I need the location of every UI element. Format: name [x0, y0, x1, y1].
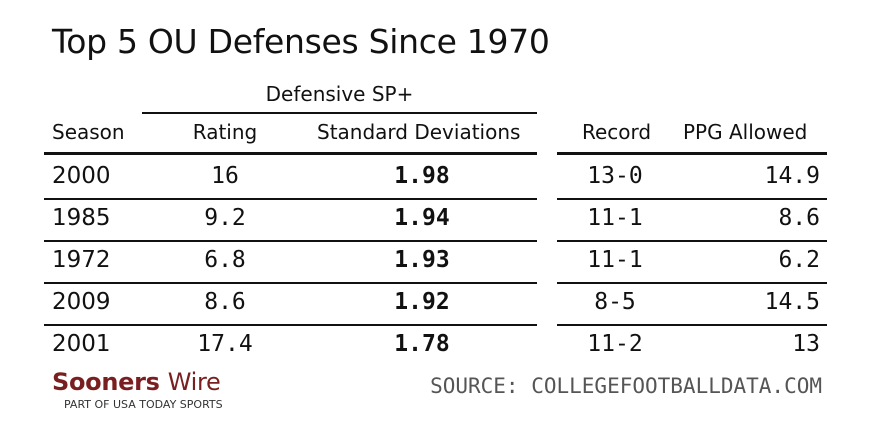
cell-rating: 16: [211, 163, 239, 189]
cell-rating: 6.8: [204, 247, 246, 273]
cell-standard-deviations: 1.93: [394, 247, 450, 273]
column-header-season: Season: [52, 120, 125, 144]
cell-record: 8-5: [594, 289, 636, 315]
column-header-record: Record: [582, 120, 652, 144]
source-credit: SOURCE: COLLEGEFOOTBALLDATA.COM: [430, 374, 822, 398]
cell-record: 11-2: [587, 331, 643, 357]
row-divider: [44, 240, 537, 242]
row-divider: [557, 282, 827, 284]
header-divider-left: [44, 152, 537, 155]
sooners-wire-logo[interactable]: Sooners Wire PART OF USA TODAY SPORTS: [52, 368, 223, 411]
cell-ppg-allowed: 14.9: [764, 163, 820, 189]
cell-ppg-allowed: 6.2: [778, 247, 820, 273]
cell-season: 2001: [52, 331, 111, 357]
cell-standard-deviations: 1.92: [394, 289, 450, 315]
column-header-standard-deviations: Standard Deviations: [317, 120, 521, 144]
group-header-underline: [142, 112, 537, 114]
row-divider: [44, 324, 537, 326]
row-divider: [557, 324, 827, 326]
cell-standard-deviations: 1.94: [394, 205, 450, 231]
cell-season: 2000: [52, 163, 111, 189]
cell-standard-deviations: 1.98: [394, 163, 450, 189]
cell-record: 11-1: [587, 247, 643, 273]
row-divider: [557, 240, 827, 242]
row-divider: [44, 282, 537, 284]
cell-ppg-allowed: 8.6: [778, 205, 820, 231]
logo-wordmark: Sooners Wire: [52, 368, 223, 396]
group-header-defensive-sp: Defensive SP+: [265, 82, 414, 106]
cell-standard-deviations: 1.78: [394, 331, 450, 357]
cell-season: 1972: [52, 247, 111, 273]
cell-ppg-allowed: 13: [792, 331, 820, 357]
logo-brand: Sooners: [52, 368, 160, 396]
cell-ppg-allowed: 14.5: [764, 289, 820, 315]
cell-record: 13-0: [587, 163, 643, 189]
cell-rating: 8.6: [204, 289, 246, 315]
logo-tagline: PART OF USA TODAY SPORTS: [64, 398, 223, 411]
logo-brand-wire: Wire: [167, 368, 221, 396]
cell-season: 1985: [52, 205, 111, 231]
cell-record: 11-1: [587, 205, 643, 231]
column-header-rating: Rating: [192, 120, 258, 144]
row-divider: [44, 198, 537, 200]
cell-season: 2009: [52, 289, 111, 315]
cell-rating: 17.4: [197, 331, 253, 357]
header-divider-right: [557, 152, 827, 155]
row-divider: [557, 198, 827, 200]
page-title: Top 5 OU Defenses Since 1970: [52, 22, 550, 61]
cell-rating: 9.2: [204, 205, 246, 231]
column-header-ppg-allowed: PPG Allowed: [683, 120, 808, 144]
